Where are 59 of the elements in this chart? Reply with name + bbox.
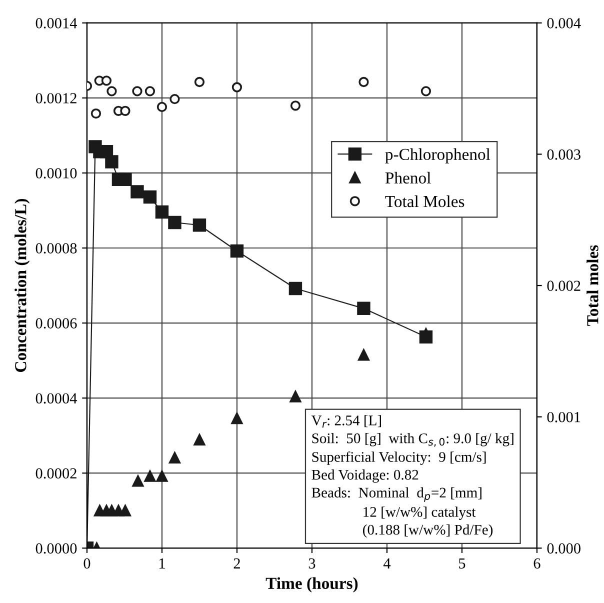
y2-tick-label: 0.001	[547, 412, 580, 422]
y-tick-label: 0.0002	[36, 468, 76, 479]
point	[101, 76, 112, 86]
point	[358, 349, 370, 361]
point	[290, 100, 301, 111]
legend-label: p-Chlorophenol	[385, 148, 490, 164]
point	[144, 86, 156, 96]
point	[132, 86, 142, 96]
y2-tick-label: 0.000	[547, 543, 580, 554]
text: V$_{r}$: 2.54 [L] Soil: 50 [g] with C$_{s,0}$: 9.0 [g/ kg] Superficial Velocity: 9 [cm/s] Bed Voidage: 0.82 Beads: Nominal d$_{p}$=2 [mm] 12 [w/w%] catalyst (0.188 [w/w%] Pd/Fe)	[311, 415, 514, 538]
x-tick-label: 2	[234, 558, 240, 568]
point	[90, 108, 102, 119]
point	[168, 452, 180, 464]
point	[231, 412, 243, 424]
point	[156, 102, 168, 112]
point	[288, 282, 302, 296]
legend-label: Phenol	[385, 172, 431, 184]
point	[232, 82, 242, 92]
point	[194, 76, 205, 88]
x-tick-label: 1	[159, 558, 165, 568]
legend-label: Total Moles	[385, 195, 464, 208]
point	[132, 475, 144, 487]
y-axis-title: Concentration (moles/L)	[14, 198, 30, 372]
point	[144, 470, 156, 482]
x-tick-label: 4	[383, 558, 391, 568]
point	[118, 172, 132, 186]
y-tick-label: 0.0004	[36, 393, 78, 404]
point	[357, 302, 370, 315]
x-axis-title: Time (hours)	[266, 577, 358, 592]
y-tick-label: 0.0014	[36, 18, 78, 28]
point	[120, 106, 130, 116]
y-tick-label: 0.0000	[36, 543, 77, 554]
y2-tick-label: 0.004	[547, 18, 581, 28]
y2-tick-label: 0.003	[547, 149, 580, 160]
x-tick-label: 3	[308, 558, 316, 569]
y-tick-label: 0.0012	[36, 93, 76, 104]
point	[106, 86, 117, 96]
point	[155, 205, 169, 219]
point	[170, 94, 180, 104]
point	[143, 190, 157, 204]
x-tick-label: 5	[459, 558, 466, 569]
point	[192, 218, 206, 232]
point	[420, 86, 432, 96]
y2-tick-label: 0.002	[547, 280, 580, 292]
point	[156, 470, 168, 482]
y2-axis-title: Total moles	[586, 245, 598, 326]
point	[230, 244, 244, 258]
y-tick-label: 0.0008	[36, 243, 77, 254]
y-tick-label: 0.0006	[36, 318, 77, 329]
y-tick-label: 0.0010	[36, 168, 77, 178]
point	[105, 155, 118, 168]
point	[119, 504, 131, 516]
point	[194, 434, 206, 446]
point	[358, 76, 369, 88]
point	[290, 390, 302, 402]
x-tick-label: 0	[84, 558, 90, 569]
point	[168, 216, 182, 230]
x-tick-label: 6	[534, 558, 540, 569]
point	[130, 185, 144, 198]
